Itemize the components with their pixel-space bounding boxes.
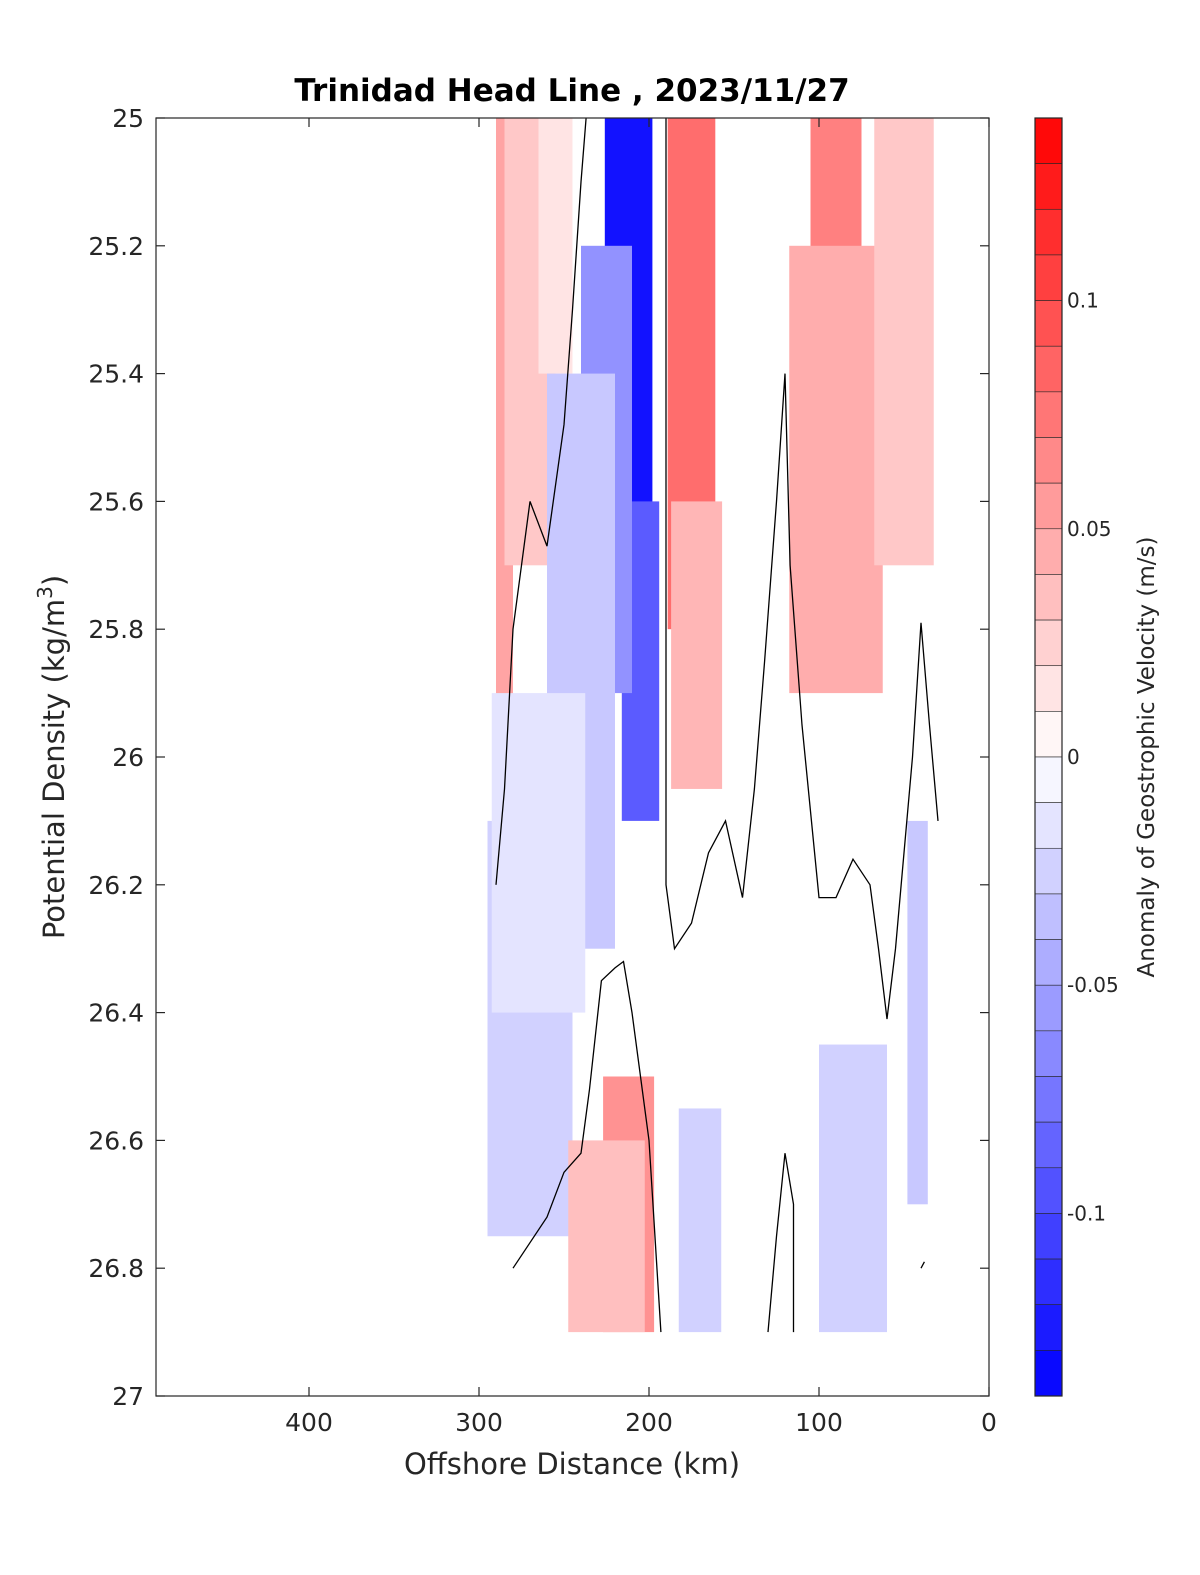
zero-contour-line	[665, 118, 939, 1020]
velocity-band	[568, 1140, 645, 1333]
colorbar-level	[1034, 847, 1063, 895]
y-tick-label: 25.8	[88, 615, 144, 644]
velocity-band	[538, 118, 573, 374]
chart-title: Trinidad Head Line , 2023/11/27	[294, 73, 849, 109]
colorbar-level	[1034, 711, 1063, 758]
x-axis: 400 300 200 100 0	[285, 118, 997, 1437]
colorbar-level	[1034, 1304, 1063, 1351]
colorbar-level	[1034, 117, 1063, 164]
colorbar-level	[1034, 939, 1063, 986]
y-tick-label: 25	[112, 104, 144, 133]
colorbar-tick-label: 0.05	[1067, 517, 1112, 541]
colorbar-level	[1034, 437, 1063, 484]
colorbar-level	[1034, 254, 1063, 301]
x-tick-label: 100	[795, 1408, 843, 1437]
y-tick-label: 25.2	[88, 232, 144, 261]
y-axis-label-sup: 3	[33, 586, 57, 599]
y-tick-label: 25.4	[88, 360, 144, 389]
y-axis-label-close: )	[37, 575, 71, 586]
y-axis-label: Potential Density (kg/m3)	[33, 575, 71, 939]
colorbar-level	[1034, 391, 1063, 438]
velocity-band	[874, 118, 934, 566]
x-tick-label: 0	[981, 1408, 997, 1437]
colorbar-level	[1034, 619, 1063, 667]
colorbar-level	[1034, 1350, 1063, 1397]
y-tick-label: 26.6	[88, 1126, 144, 1155]
y-tick-label: 25.6	[88, 487, 144, 516]
colorbar-label: Anomaly of Geostrophic Velocity (m/s)	[1134, 537, 1160, 978]
colorbar-level	[1034, 1076, 1063, 1123]
colorbar-tick-label: -0.05	[1067, 973, 1119, 997]
colorbar-level	[1034, 574, 1063, 621]
velocity-band	[819, 1044, 887, 1333]
colorbar-level	[1034, 1213, 1063, 1260]
velocity-band	[491, 693, 586, 1013]
colorbar-level	[1034, 756, 1063, 803]
velocity-band	[789, 245, 883, 694]
y-tick-label: 26.2	[88, 871, 144, 900]
x-tick-label: 200	[625, 1408, 673, 1437]
zero-contour-line	[920, 1261, 925, 1269]
velocity-band	[678, 1108, 722, 1333]
colorbar-tick-label: 0	[1067, 745, 1080, 769]
colorbar-tick-label: -0.1	[1067, 1201, 1106, 1225]
x-tick-label: 400	[285, 1408, 333, 1437]
colorbar: 0.1 0.05 0 -0.05 -0.1	[1034, 117, 1119, 1397]
y-tick-label: 27	[112, 1382, 144, 1411]
colorbar-level	[1034, 984, 1063, 1032]
y-tick-label: 26	[112, 743, 144, 772]
colorbar-level	[1034, 893, 1063, 940]
colorbar-level	[1034, 802, 1063, 849]
y-axis-label-main: Potential Density (kg/m	[37, 599, 71, 939]
colorbar-level	[1034, 163, 1063, 210]
colorbar-tick-label: 0.1	[1067, 289, 1099, 313]
x-axis-label: Offshore Distance (km)	[404, 1447, 740, 1481]
colorbar-level	[1034, 345, 1063, 393]
colorbar-level	[1034, 528, 1063, 575]
velocity-band	[671, 501, 723, 789]
colorbar-level	[1034, 1030, 1063, 1077]
zero-contours	[495, 118, 939, 1333]
colorbar-level	[1034, 300, 1063, 347]
y-tick-label: 26.8	[88, 1254, 144, 1283]
y-axis: 25 25.2 25.4 25.6 25.8 26 26.2 26.4 26.6 26.8 27	[88, 104, 989, 1411]
zero-contour-line	[767, 1153, 795, 1333]
colorbar-level	[1034, 1258, 1063, 1306]
colorbar-level	[1034, 665, 1063, 712]
y-tick-label: 26.4	[88, 999, 144, 1028]
velocity-field	[487, 118, 934, 1333]
colorbar-level	[1034, 1121, 1063, 1169]
colorbar-level	[1034, 1167, 1063, 1214]
velocity-band	[907, 820, 928, 1205]
zero-contour-line	[495, 118, 587, 885]
colorbar-frame	[1034, 117, 1063, 1397]
colorbar-level	[1034, 482, 1063, 530]
colorbar-level	[1034, 208, 1063, 256]
zero-contour-line	[512, 960, 662, 1333]
x-tick-label: 300	[455, 1408, 503, 1437]
